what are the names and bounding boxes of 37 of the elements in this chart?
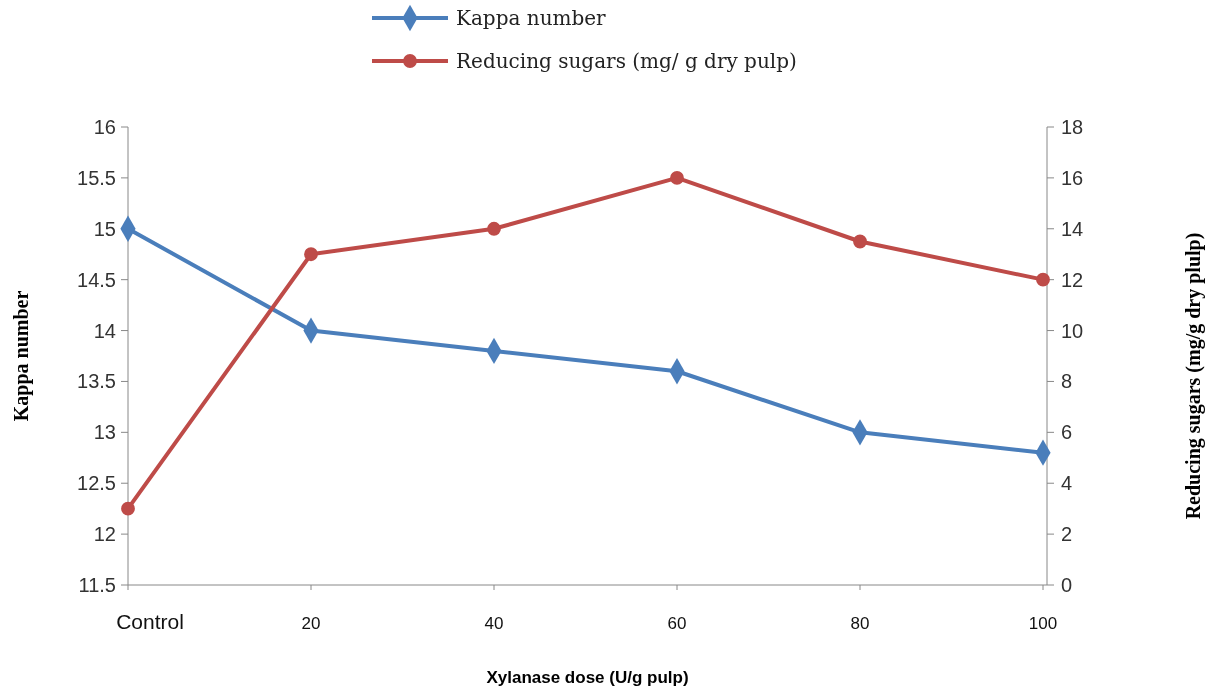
y-tick-label: 13.5 (77, 370, 116, 393)
y2-tick-label: 6 (1061, 421, 1073, 444)
x-tick-label: Control (116, 610, 184, 633)
point (1036, 272, 1050, 287)
y2-tick-label: 10 (1061, 319, 1084, 342)
point (853, 234, 867, 249)
point (487, 221, 501, 236)
y2-tick-label: 0 (1061, 574, 1073, 596)
legend-label: Reducing sugars (mg/ g dry pulp) (456, 49, 797, 73)
x-tick-label: 60 (667, 614, 687, 633)
y-tick-label: 12 (93, 523, 116, 546)
y2-tick-label: 12 (1061, 268, 1084, 291)
y-tick-label: 14 (93, 319, 116, 342)
y-tick-label: 16 (93, 116, 116, 138)
x-tick-label: 40 (484, 614, 504, 633)
y-tick-label: 14.5 (77, 268, 116, 291)
y-tick-label: 13 (93, 421, 116, 444)
y-tick-label: 15 (93, 217, 116, 240)
point (670, 170, 684, 185)
y-tick-label: 15.5 (77, 166, 116, 189)
x-tick-label: 100 (1028, 614, 1058, 633)
point (304, 247, 318, 262)
y2-tick-label: 4 (1061, 472, 1073, 495)
x-axis-title: Xylanase dose (U/g pulp) (486, 668, 689, 687)
y-axis-title: Kappa number (10, 290, 33, 422)
y2-tick-label: 14 (1061, 217, 1084, 240)
y2-tick-label: 8 (1061, 370, 1073, 393)
point (121, 501, 135, 516)
y-tick-label: 12.5 (77, 472, 116, 495)
y2-tick-label: 18 (1061, 116, 1084, 138)
x-tick-label: 80 (850, 614, 870, 633)
y2-axis-title: Reducing sugars (mg/g dry plulp) (1182, 232, 1205, 520)
x-tick-label: 20 (301, 614, 321, 633)
y2-tick-label: 2 (1061, 523, 1073, 546)
y-tick-label: 11.5 (78, 574, 116, 596)
y2-tick-label: 16 (1061, 166, 1084, 189)
legend-label: Kappa number (456, 6, 607, 30)
